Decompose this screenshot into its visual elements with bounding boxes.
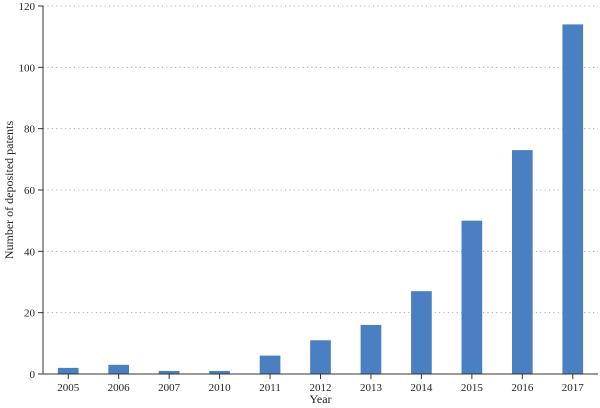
bar-2006 xyxy=(108,364,130,374)
bar-2014 xyxy=(411,291,432,374)
x-tick-label: 2011 xyxy=(259,382,281,394)
y-tick-label: 40 xyxy=(24,246,36,258)
x-tick-label: 2006 xyxy=(108,382,131,394)
x-tick-label: 2010 xyxy=(209,382,232,394)
x-tick-label: 2014 xyxy=(410,382,433,394)
bar-2013 xyxy=(360,324,382,374)
bar-2016 xyxy=(511,150,533,374)
x-tick-label: 2015 xyxy=(461,382,484,394)
x-tick-label: 2007 xyxy=(158,382,181,394)
y-tick-label: 0 xyxy=(30,369,36,381)
bar-2012 xyxy=(310,340,331,374)
y-tick-label: 60 xyxy=(24,185,36,197)
x-tick-label: 2016 xyxy=(511,382,534,394)
bar-2011 xyxy=(259,355,281,374)
bars xyxy=(57,24,584,375)
bar-2007 xyxy=(158,370,180,374)
y-tick-label: 120 xyxy=(19,1,36,13)
y-axis-ticks: 0 20 40 60 80 100 120 xyxy=(19,1,43,381)
x-tick-label: 2013 xyxy=(360,382,383,394)
bar-2005 xyxy=(57,367,79,374)
x-axis-ticks: 2005 2006 2007 2010 2011 2012 2013 2014 2015 2016… xyxy=(57,374,584,394)
x-tick-label: 2017 xyxy=(562,382,585,394)
x-tick-label: 2005 xyxy=(57,382,80,394)
y-tick-label: 20 xyxy=(24,308,36,320)
bar-2015 xyxy=(461,220,483,374)
gridlines xyxy=(43,5,598,314)
y-tick-label: 80 xyxy=(24,124,36,136)
bar-2017 xyxy=(562,24,584,375)
y-tick-label: 100 xyxy=(19,62,36,74)
bar-2010 xyxy=(209,370,230,374)
y-axis-title: Number of deposited patents xyxy=(2,121,16,260)
x-axis-title: Year xyxy=(309,392,331,406)
x-tick-label: 2012 xyxy=(310,382,332,394)
